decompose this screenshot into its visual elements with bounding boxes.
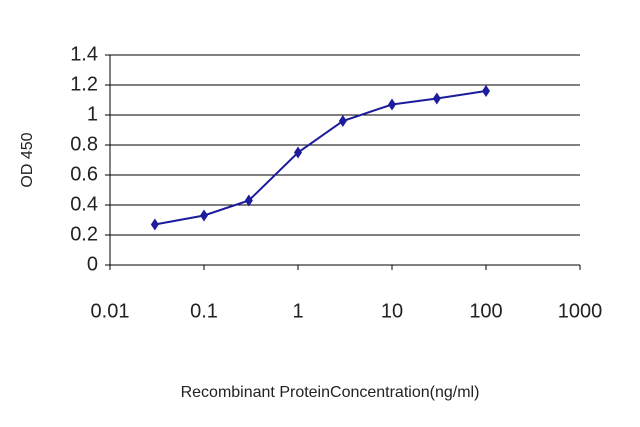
data-point [388, 98, 396, 111]
data-point [150, 218, 159, 231]
x-tick-label: 1000 [558, 300, 603, 322]
y-tick-label: 1.4 [70, 43, 98, 65]
x-tick-label: 1 [292, 300, 303, 322]
data-point [482, 85, 490, 97]
y-tick-label: 0.2 [70, 223, 98, 245]
y-tick-label: 0.6 [70, 163, 98, 185]
y-tick-label: 0 [87, 253, 98, 275]
x-tick-label: 0.01 [91, 300, 130, 322]
y-tick-label: 1.2 [70, 73, 98, 95]
data-point [294, 146, 302, 159]
data-line [154, 90, 487, 226]
data-point [200, 209, 208, 222]
data-point [244, 194, 253, 207]
x-axis-label: Recombinant ProteinConcentration(ng/ml) [181, 384, 480, 401]
y-tick-label: 0.8 [70, 133, 98, 155]
x-tick-label: 0.1 [190, 300, 218, 322]
y-tick-label: 0.4 [70, 193, 98, 215]
x-tick-label: 10 [381, 300, 403, 322]
data-point [432, 92, 441, 105]
data-point [338, 115, 347, 127]
y-axis-label: OD 450 [19, 132, 36, 187]
x-tick-label: 100 [469, 300, 502, 322]
y-tick-label: 1 [87, 103, 98, 125]
